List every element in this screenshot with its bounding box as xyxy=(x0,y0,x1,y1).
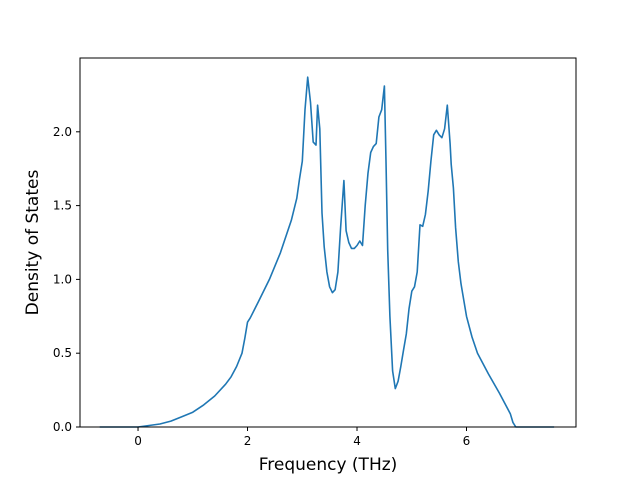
y-tick-label: 1.5 xyxy=(53,199,72,213)
x-axis-label: Frequency (THz) xyxy=(259,455,398,475)
x-tick-label: 0 xyxy=(134,434,142,448)
y-tick-label: 0.5 xyxy=(53,346,72,360)
axis-ticks: 0 2 4 6 0.0 0.5 1.0 1.5 2.0 xyxy=(53,125,470,448)
x-tick-label: 6 xyxy=(463,434,471,448)
axes-frame xyxy=(79,57,577,428)
y-tick-label: 0.0 xyxy=(53,420,72,434)
y-axis-label: Density of States xyxy=(23,170,43,316)
dos-line-0 xyxy=(99,76,555,428)
y-tick-label: 2.0 xyxy=(53,125,72,139)
plot-area xyxy=(99,76,555,428)
x-tick-label: 4 xyxy=(353,434,361,448)
y-tick-label: 1.0 xyxy=(53,272,72,286)
x-tick-label: 2 xyxy=(244,434,252,448)
